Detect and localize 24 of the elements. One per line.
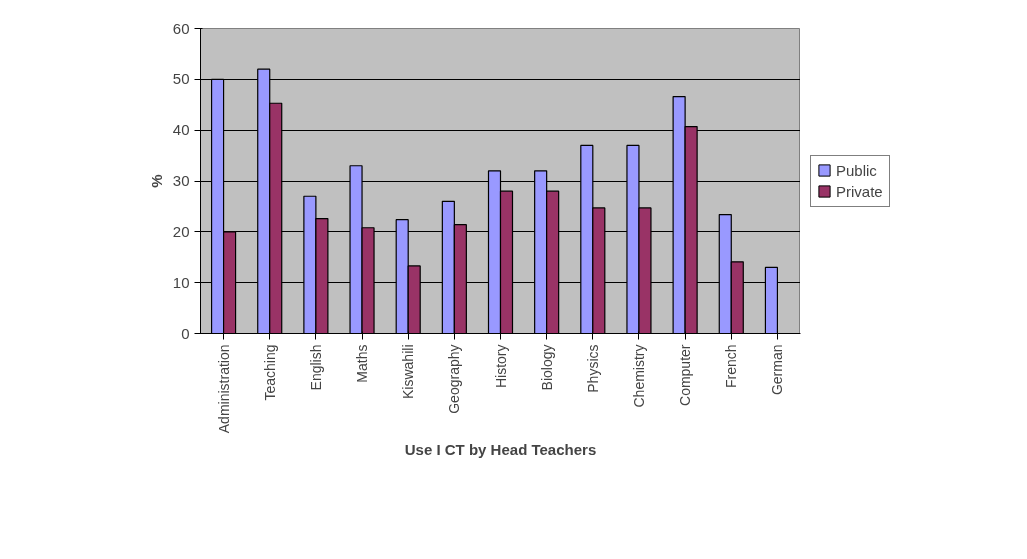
x-tick-label: Maths: [354, 344, 371, 383]
x-tick-label: History: [492, 344, 509, 389]
x-tick-label: Teaching: [261, 344, 278, 401]
y-tick-label: 10: [172, 273, 190, 291]
x-tick-label: Biology: [538, 344, 555, 391]
x-tick-label: Geography: [446, 344, 463, 414]
x-tick-label: English: [307, 344, 324, 391]
x-tick-label: Physics: [584, 344, 601, 393]
x-tick-label: German: [769, 344, 786, 396]
x-tick-label: Administration: [215, 344, 232, 434]
y-tick-label: 0: [181, 324, 190, 342]
y-tick-label: 60: [172, 19, 190, 37]
y-tick-label: 50: [172, 70, 190, 88]
legend-label: Public: [836, 161, 877, 179]
x-tick-label: French: [723, 344, 740, 389]
text: Use I CT by Head Teachers: [404, 441, 597, 459]
y-axis-title: %: [147, 174, 165, 188]
legend-label: Private: [836, 182, 883, 200]
x-tick-label: Computer: [677, 344, 694, 406]
y-tick-label: 20: [172, 222, 190, 240]
y-tick-label: 30: [172, 172, 190, 189]
x-tick-label: Chemistry: [630, 344, 647, 408]
x-tick-label: Kiswahili: [400, 344, 417, 399]
y-tick-label: 40: [172, 121, 190, 139]
